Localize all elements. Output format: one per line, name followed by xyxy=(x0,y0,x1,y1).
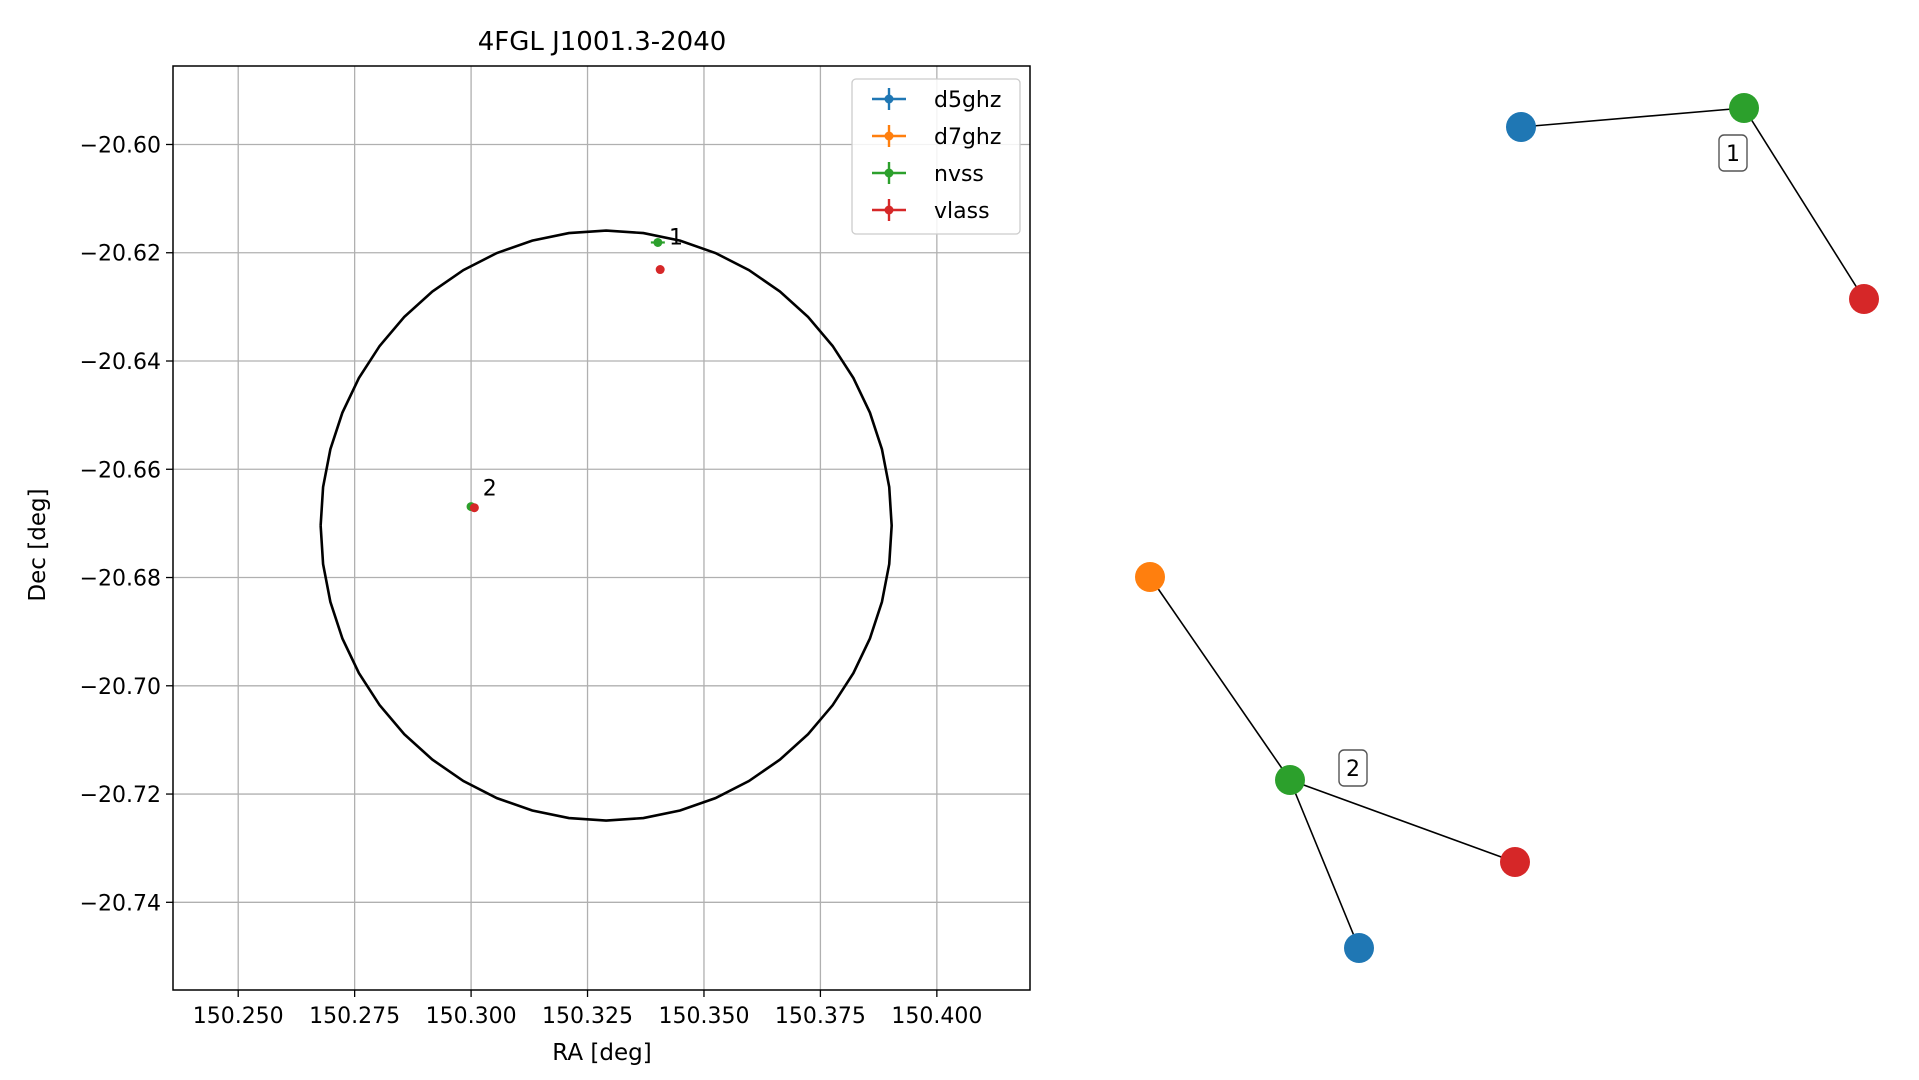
grid-lines xyxy=(173,66,1030,990)
error-circle xyxy=(319,229,893,822)
data-points-layer xyxy=(466,237,665,513)
legend-label: nvss xyxy=(934,162,984,187)
y-tick-label: −20.60 xyxy=(80,133,161,158)
component-label-box xyxy=(1338,749,1368,787)
y-tick-label: −20.70 xyxy=(80,675,161,700)
legend: d5ghz d7ghz nvss vlass xyxy=(851,78,1021,235)
graph-node-d5ghz xyxy=(1344,933,1374,963)
x-tick-label: 150.275 xyxy=(309,1004,400,1029)
graph-edge xyxy=(1149,576,1291,781)
graph-node-nvss xyxy=(1729,93,1759,123)
point-marker xyxy=(653,237,663,247)
x-tick-label: 150.325 xyxy=(542,1004,633,1029)
x-tick-label: 150.350 xyxy=(658,1004,749,1029)
scatter-plot: 12 150.250 150.275 150.300 150.325 150.350 15… xyxy=(25,27,1031,1066)
legend-entry-d5ghz: d5ghz xyxy=(872,88,1001,113)
annotations-layer: 12 xyxy=(483,226,683,502)
legend-marker-dot xyxy=(884,205,894,215)
graph-edge xyxy=(1289,779,1516,863)
legend-label: vlass xyxy=(934,199,990,224)
legend-entry-d7ghz: d7ghz xyxy=(872,125,1001,150)
legend-label: d5ghz xyxy=(934,88,1001,113)
legend-entry-nvss: nvss xyxy=(872,162,984,187)
graph-component-1: 1 xyxy=(1506,93,1879,314)
y-tick-label: −20.64 xyxy=(80,350,161,375)
y-tick-label: −20.62 xyxy=(80,242,161,267)
x-axis-label: RA [deg] xyxy=(552,1040,651,1066)
x-tick-label: 150.400 xyxy=(891,1004,982,1029)
y-tick-label: −20.66 xyxy=(80,458,161,483)
component-label-box xyxy=(1718,134,1748,172)
data-point-nvss xyxy=(650,237,665,247)
x-tick-label: 150.250 xyxy=(193,1004,284,1029)
data-point-vlass xyxy=(469,503,479,513)
y-tick-label: −20.74 xyxy=(80,891,161,916)
x-tick-label: 150.300 xyxy=(426,1004,517,1029)
point-marker xyxy=(655,265,665,275)
graph-node-vlass xyxy=(1849,284,1879,314)
data-point-vlass xyxy=(655,265,665,275)
graph-edge xyxy=(1289,779,1360,949)
error-circle-layer xyxy=(319,229,893,822)
graph-edge xyxy=(1743,107,1865,300)
component-label: 2 xyxy=(1338,749,1368,787)
legend-box xyxy=(851,78,1021,235)
y-tick-label: −20.68 xyxy=(80,567,161,592)
graph-edge xyxy=(1520,107,1745,128)
point-marker xyxy=(469,503,479,513)
component-label-text: 1 xyxy=(1726,142,1740,167)
chart-title: 4FGL J1001.3-2040 xyxy=(478,27,727,57)
x-tick-label: 150.375 xyxy=(775,1004,866,1029)
legend-marker-dot xyxy=(884,168,894,178)
y-ticks: −20.60 −20.62 −20.64 −20.66 −20.68 −20.70 −20.… xyxy=(80,133,173,916)
legend-marker-dot xyxy=(884,131,894,141)
point-annotation: 1 xyxy=(669,226,683,251)
y-axis-label: Dec [deg] xyxy=(25,488,51,601)
legend-entry-vlass: vlass xyxy=(872,199,990,224)
graph-node-nvss xyxy=(1275,765,1305,795)
axes-frame xyxy=(172,65,1031,991)
graph-node-vlass xyxy=(1500,847,1530,877)
graph-node-d7ghz xyxy=(1135,562,1165,592)
legend-marker-dot xyxy=(884,94,894,104)
y-tick-label: −20.72 xyxy=(80,783,161,808)
x-ticks: 150.250 150.275 150.300 150.325 150.350 150.3… xyxy=(193,990,982,1029)
graph-node-d5ghz xyxy=(1506,112,1536,142)
network-graph: 12 xyxy=(1135,93,1879,963)
component-label: 1 xyxy=(1718,134,1748,172)
point-annotation: 2 xyxy=(483,476,497,501)
legend-label: d7ghz xyxy=(934,125,1001,150)
component-label-text: 2 xyxy=(1346,757,1360,782)
graph-component-2: 2 xyxy=(1135,562,1530,963)
